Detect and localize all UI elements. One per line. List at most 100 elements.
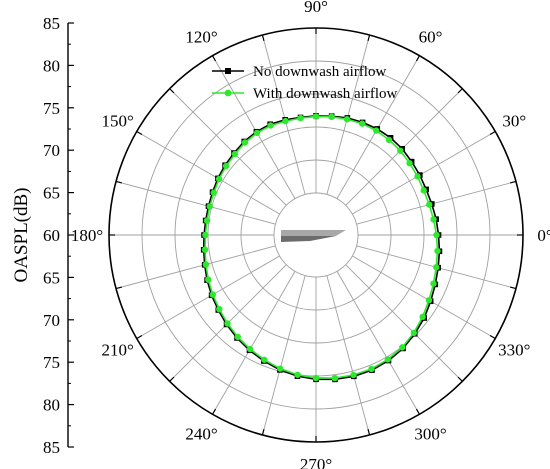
angular-tick-mark	[415, 55, 421, 62]
data-point	[368, 365, 375, 373]
data-point	[224, 320, 231, 327]
data-point	[328, 113, 335, 120]
y-axis-title: OASPL(dB)	[11, 187, 32, 282]
data-point	[202, 231, 209, 239]
angular-tick-labels: 0° 30° 60° 90° 120° 150° 180° 210° 240° 270° 300° 3…	[71, 0, 550, 469]
data-point	[331, 374, 339, 382]
data-point	[430, 216, 437, 223]
radial-gridline	[240, 159, 392, 311]
data-point	[414, 173, 421, 180]
data-point	[294, 371, 301, 378]
angular-tick-mark	[457, 88, 463, 94]
angular-tick-label: 30°	[502, 112, 526, 131]
data-point	[222, 162, 230, 170]
radial-tick-label: 75	[43, 99, 60, 118]
data-point	[234, 333, 241, 341]
angular-tick-mark	[457, 376, 463, 382]
angular-tick-mark	[261, 34, 265, 42]
data-point	[246, 345, 254, 353]
angular-tick-mark	[136, 130, 143, 136]
data-point	[399, 344, 406, 351]
angular-tick-mark	[489, 334, 496, 340]
data-point	[203, 217, 211, 224]
angular-gridline	[136, 131, 280, 215]
angular-tick-label: 60°	[419, 28, 443, 47]
data-point	[241, 139, 249, 146]
data-point	[433, 231, 440, 239]
data-point	[430, 280, 437, 287]
angular-tick-label: 240°	[185, 424, 217, 443]
data-point	[215, 175, 223, 183]
angular-gridline	[212, 55, 296, 199]
angular-tick-label: 0°	[537, 226, 550, 245]
data-point	[426, 201, 433, 208]
radial-gridline	[141, 60, 491, 410]
data-point	[276, 365, 284, 372]
radial-tick-label: 65	[43, 184, 60, 203]
angular-tick-mark	[509, 286, 517, 290]
angular-gridline	[326, 275, 371, 436]
angular-tick-label: 330°	[498, 341, 530, 360]
series-layer	[200, 112, 443, 383]
angular-tick-mark	[261, 428, 265, 436]
angular-gridline	[136, 255, 280, 339]
angular-gridline	[356, 180, 517, 225]
radial-tick-label: 85	[43, 14, 60, 33]
data-point	[410, 329, 418, 337]
data-point	[297, 114, 304, 122]
data-point	[282, 117, 289, 125]
angular-gridline	[345, 264, 463, 382]
angular-gridline	[352, 255, 496, 339]
data-point	[202, 261, 210, 268]
angular-tick-mark	[489, 130, 496, 136]
angular-gridline	[326, 34, 371, 195]
aircraft-model-icon	[281, 230, 346, 242]
data-point	[209, 291, 216, 298]
angular-tick-mark	[509, 180, 517, 184]
legend-marker-square	[225, 68, 231, 74]
data-point	[312, 113, 320, 120]
radial-tick-label: 75	[43, 353, 60, 372]
radial-axis: 85 80 75 70 65 60 65 70 75 80 85	[43, 14, 74, 457]
angular-tick-label: 300°	[414, 424, 446, 443]
data-point	[397, 147, 404, 154]
angular-tick-mark	[367, 428, 371, 436]
data-point	[253, 129, 261, 137]
angular-tick-mark	[115, 180, 123, 184]
angular-gridline	[169, 88, 287, 206]
data-point	[384, 356, 392, 363]
data-point	[420, 187, 427, 194]
radial-tick-label: 80	[43, 56, 60, 75]
radial-tick-label: 65	[43, 268, 60, 287]
angular-tick-mark	[211, 408, 217, 415]
radial-tick-label: 60	[43, 226, 60, 245]
angular-tick-label: 210°	[102, 341, 134, 360]
data-point	[433, 264, 440, 271]
data-point	[385, 136, 393, 144]
angular-tick-label: 150°	[102, 112, 134, 131]
angular-tick-label: 120°	[185, 28, 217, 47]
data-point	[312, 374, 320, 382]
angular-tick-mark	[415, 408, 421, 415]
polar-grid	[108, 27, 524, 443]
angular-tick-label: 180°	[71, 226, 103, 245]
angular-tick-mark	[115, 286, 123, 290]
angular-tick-mark	[367, 34, 371, 42]
data-point	[419, 313, 426, 321]
data-point	[406, 160, 413, 167]
angular-tick-label: 270°	[300, 455, 332, 469]
data-point	[373, 127, 380, 134]
radial-tick-label: 80	[43, 396, 60, 415]
data-point	[231, 150, 239, 158]
data-point	[261, 356, 268, 363]
data-point	[425, 297, 433, 304]
data-point	[210, 189, 217, 196]
data-point	[350, 371, 357, 379]
legend: No downwash airflow With downwash airflo…	[212, 64, 398, 102]
radial-tick-label: 85	[43, 438, 60, 457]
data-point	[205, 276, 212, 283]
angular-tick-mark	[136, 334, 143, 340]
radial-tick-label: 70	[43, 311, 60, 330]
